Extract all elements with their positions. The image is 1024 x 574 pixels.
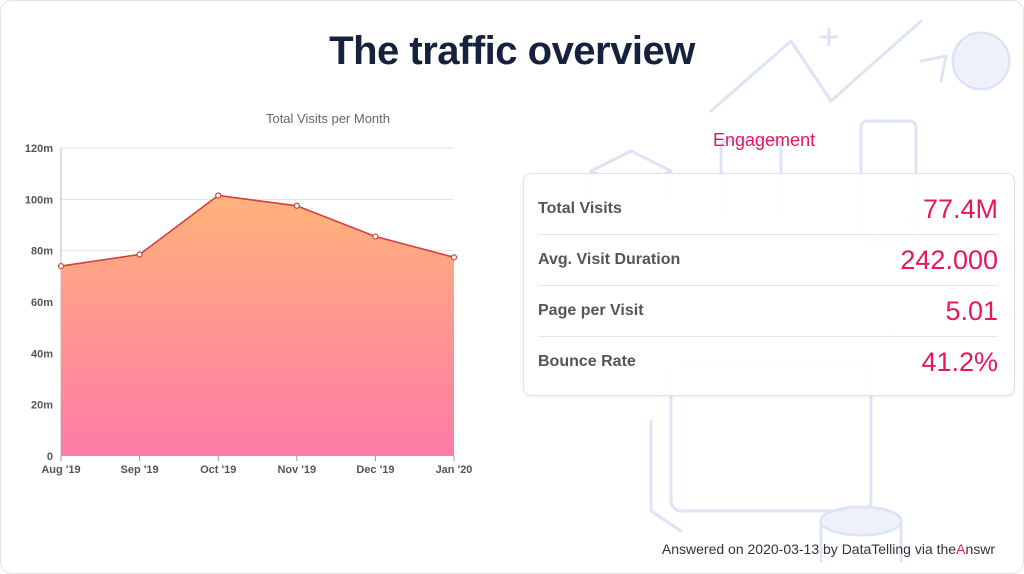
x-tick-label: Nov '19 xyxy=(277,464,316,476)
metric-value: 242.000 xyxy=(900,244,998,275)
brand-rest: nswr xyxy=(965,541,995,557)
metric-value: 77.4M xyxy=(922,193,998,224)
series-line xyxy=(60,194,455,267)
y-tick-label: 60m xyxy=(31,297,53,309)
brand-letter: A xyxy=(956,541,966,557)
page-title: The traffic overview xyxy=(329,29,695,73)
metric-row-bounce-rate: Bounce Rate 41.2% xyxy=(538,337,998,387)
data-point[interactable] xyxy=(57,262,65,270)
data-point[interactable] xyxy=(136,251,143,258)
x-tick-label: Jan '20 xyxy=(436,464,473,476)
footer-attribution: Answered on 2020-03-13 by DataTelling vi… xyxy=(662,541,995,557)
data-point[interactable] xyxy=(215,192,222,199)
metric-row-total-visits: Total Visits 77.4M xyxy=(538,184,998,234)
metric-label: Bounce Rate xyxy=(538,353,636,370)
x-tick-label: Dec '19 xyxy=(356,464,394,476)
metric-row-page-per-visit: Page per Visit 5.01 xyxy=(538,286,998,336)
data-point[interactable] xyxy=(372,233,379,240)
data-point[interactable] xyxy=(450,254,458,261)
metric-label: Page per Visit xyxy=(538,302,644,319)
area-fill xyxy=(61,195,454,456)
y-tick-label: 80m xyxy=(31,246,53,258)
y-tick-label: 0 xyxy=(47,451,53,463)
divider xyxy=(538,285,998,286)
y-tick-label: 20m xyxy=(31,400,53,412)
metric-value: 41.2% xyxy=(921,346,998,377)
x-tick-label: Aug '19 xyxy=(41,464,80,476)
y-tick-label: 40m xyxy=(31,348,53,360)
engagement-title: Engagement xyxy=(713,130,816,150)
divider xyxy=(538,234,998,235)
data-point[interactable] xyxy=(293,202,300,209)
chart-title: Total Visits per Month xyxy=(265,111,391,126)
footer-text: Answered on 2020-03-13 by DataTelling vi… xyxy=(661,541,957,557)
metric-label: Avg. Visit Duration xyxy=(538,251,681,268)
metric-row-avg-visit-duration: Avg. Visit Duration 242.000 xyxy=(538,235,998,285)
y-tick-label: 100m xyxy=(25,194,53,206)
y-tick-label: 120m xyxy=(25,143,53,155)
x-tick-label: Oct '19 xyxy=(200,464,236,476)
engagement-panel: Total Visits 77.4M Avg. Visit Duration 2… xyxy=(523,173,1015,396)
metric-label: Total Visits xyxy=(538,200,622,217)
divider xyxy=(538,336,998,337)
visits-area-chart: 0 20m 40m 60m 80m 100m 120m Aug '19 Sep '19 Oct … xyxy=(25,143,473,476)
metric-value: 5.01 xyxy=(945,295,998,326)
x-tick-label: Sep '19 xyxy=(121,464,159,476)
